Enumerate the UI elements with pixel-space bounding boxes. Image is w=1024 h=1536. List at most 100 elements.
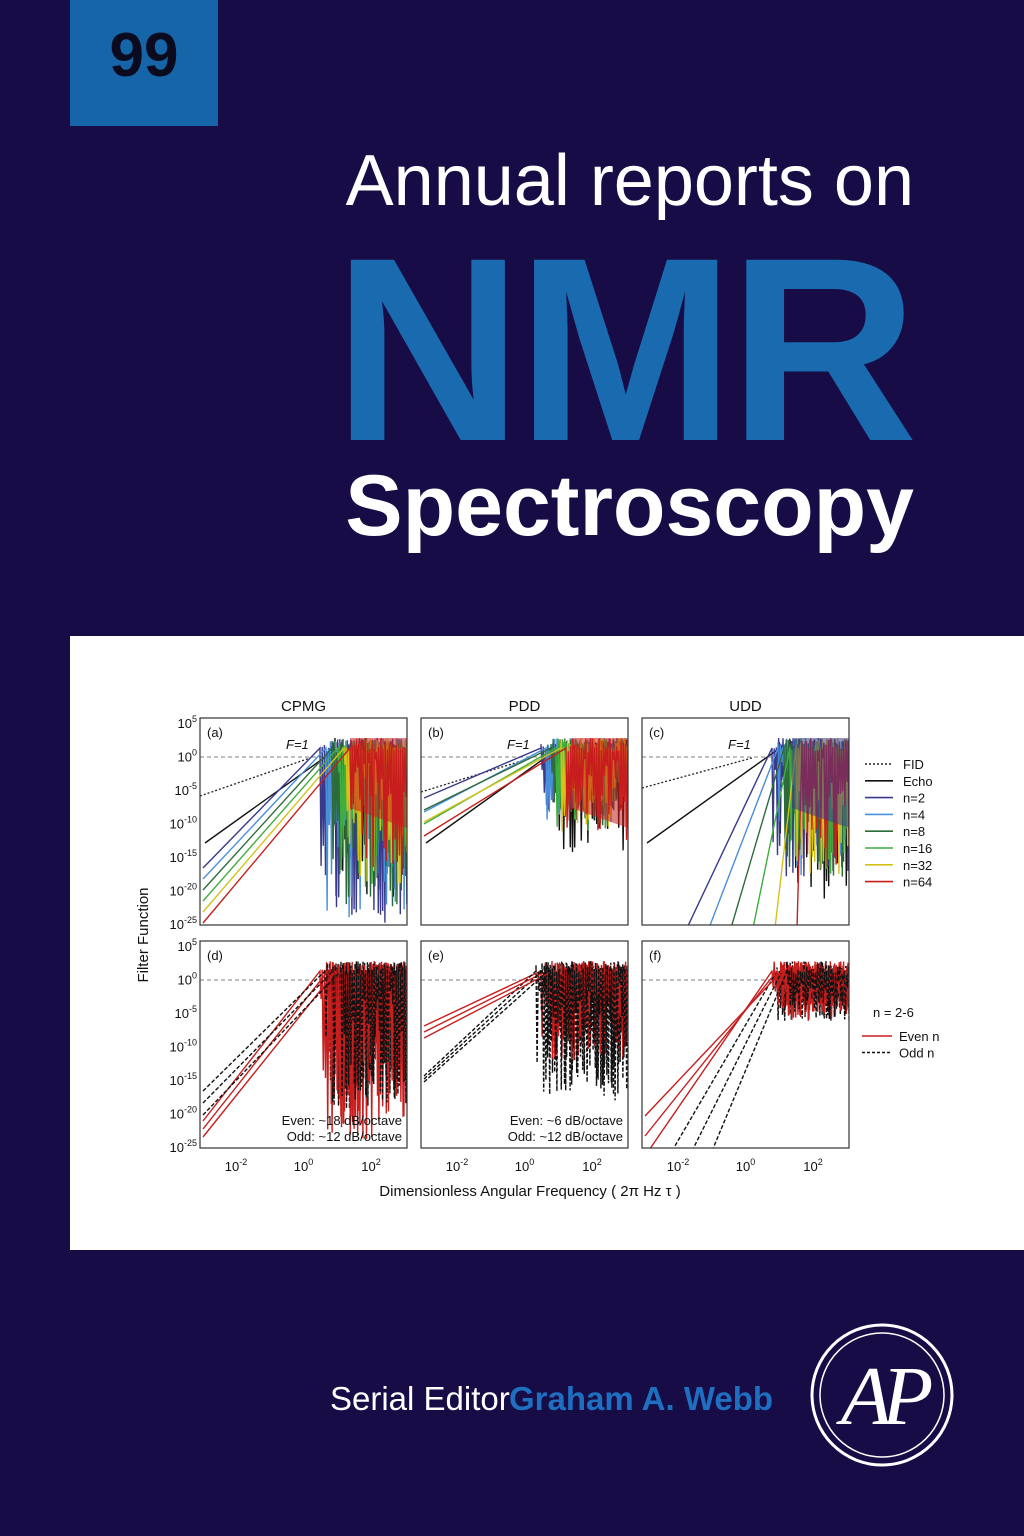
f1-label: F=1 bbox=[507, 737, 530, 752]
panel-label: (a) bbox=[207, 725, 223, 740]
x-tick-label-base: 10 bbox=[515, 1159, 529, 1174]
y-tick-label: 10-20 bbox=[170, 882, 197, 899]
fid-curve bbox=[642, 757, 753, 789]
title-line1: Annual reports on bbox=[346, 141, 914, 221]
panel-frame bbox=[420, 717, 629, 926]
logo-ring-inner bbox=[819, 1332, 945, 1458]
panel-frame bbox=[199, 717, 408, 926]
filter-curve bbox=[202, 961, 407, 1116]
legend-label: Odd n bbox=[899, 1046, 934, 1061]
f1-label: F=1 bbox=[286, 737, 309, 752]
x-tick-label-exp: 0 bbox=[750, 1157, 755, 1167]
logo-ring bbox=[810, 1323, 954, 1467]
x-tick-label: 10-2 bbox=[225, 1157, 247, 1174]
x-axis-label: Dimensionless Angular Frequency ( 2π Hz … bbox=[379, 1183, 680, 1200]
y-tick-label: 10-5 bbox=[175, 781, 197, 798]
y-tick-label-base: 10 bbox=[178, 750, 192, 765]
column-title: UDD bbox=[729, 698, 762, 715]
x-tick-label-base: 10 bbox=[361, 1159, 375, 1174]
legend-label: FID bbox=[903, 757, 924, 772]
y-tick-label: 100 bbox=[178, 748, 197, 765]
fill-noise bbox=[792, 738, 849, 828]
panel-note: Even: ~6 dB/octave bbox=[510, 1113, 623, 1128]
panel-note: Even: ~18 dB/octave bbox=[282, 1113, 402, 1128]
panel-curves bbox=[200, 737, 407, 924]
fill-noise bbox=[571, 738, 628, 828]
title-line2: NMR bbox=[333, 203, 913, 496]
x-tick-label-exp: -2 bbox=[460, 1157, 468, 1167]
fid-curve bbox=[200, 757, 311, 797]
y-tick-label-exp: -20 bbox=[184, 1105, 197, 1115]
y-tick-label-base: 10 bbox=[170, 917, 184, 932]
legend-title: n = 2-6 bbox=[873, 1005, 914, 1020]
y-tick-label: 100 bbox=[178, 971, 197, 988]
y-tick-label-exp: 0 bbox=[192, 748, 197, 758]
y-tick-label: 10-20 bbox=[170, 1105, 197, 1122]
y-tick-label-exp: -5 bbox=[189, 1004, 197, 1014]
panel-note: Odd: ~12 dB/octave bbox=[287, 1129, 402, 1144]
y-tick-label-base: 10 bbox=[170, 884, 184, 899]
filter-curve bbox=[712, 961, 849, 1148]
y-tick-label-exp: -10 bbox=[184, 815, 197, 825]
x-tick-label-base: 10 bbox=[667, 1159, 681, 1174]
panel-label: (f) bbox=[649, 948, 661, 963]
y-tick-label-base: 10 bbox=[178, 973, 192, 988]
title-line3: Spectroscopy bbox=[345, 458, 914, 554]
filter-curve bbox=[423, 961, 628, 1101]
editor-label: Serial Editor bbox=[330, 1380, 510, 1417]
legend-label: n=64 bbox=[903, 875, 932, 890]
legend-label: n=8 bbox=[903, 824, 925, 839]
panel-frame bbox=[199, 940, 408, 1149]
x-tick-label: 10-2 bbox=[446, 1157, 468, 1174]
y-tick-label-exp: 5 bbox=[192, 937, 197, 947]
panel-curves bbox=[200, 960, 407, 1140]
y-tick-label-base: 10 bbox=[170, 1073, 184, 1088]
y-tick-label: 105 bbox=[178, 937, 197, 954]
panel-curves bbox=[642, 961, 849, 1148]
y-tick-label-base: 10 bbox=[170, 850, 184, 865]
x-tick-label-exp: 2 bbox=[818, 1157, 823, 1167]
y-tick-label-base: 10 bbox=[170, 817, 184, 832]
y-tick-label-base: 10 bbox=[170, 1140, 184, 1155]
panel-frame bbox=[641, 940, 850, 1149]
x-tick-label: 102 bbox=[803, 1157, 822, 1174]
x-tick-label-exp: 2 bbox=[597, 1157, 602, 1167]
panel-note: Odd: ~12 dB/octave bbox=[508, 1129, 623, 1144]
legend-label: Even n bbox=[899, 1029, 939, 1044]
panel-label: (d) bbox=[207, 948, 223, 963]
panel-frame bbox=[420, 940, 629, 1149]
legend-label: n=4 bbox=[903, 807, 925, 822]
legend-label: n=16 bbox=[903, 841, 932, 856]
panel-frame bbox=[641, 717, 850, 926]
x-tick-label-exp: -2 bbox=[681, 1157, 689, 1167]
y-tick-label-base: 10 bbox=[175, 783, 189, 798]
legend-label: Echo bbox=[903, 774, 933, 789]
y-tick-label-exp: -15 bbox=[184, 1071, 197, 1081]
x-tick-label-exp: 2 bbox=[376, 1157, 381, 1167]
y-tick-label: 10-5 bbox=[175, 1004, 197, 1021]
y-tick-label: 10-25 bbox=[170, 915, 197, 932]
x-tick-label: 100 bbox=[515, 1157, 534, 1174]
y-tick-label: 10-15 bbox=[170, 1071, 197, 1088]
y-tick-label-base: 10 bbox=[175, 1006, 189, 1021]
y-tick-label-exp: 0 bbox=[192, 971, 197, 981]
x-tick-label-base: 10 bbox=[582, 1159, 596, 1174]
fill-noise bbox=[350, 738, 407, 828]
figure: CPMG PDD UDD(a)F=110510010-510-1010-1510-2… bbox=[135, 698, 939, 1200]
y-tick-label-exp: -20 bbox=[184, 882, 197, 892]
x-tick-label-exp: -2 bbox=[239, 1157, 247, 1167]
x-tick-label-base: 10 bbox=[446, 1159, 460, 1174]
column-title: CPMG bbox=[281, 698, 326, 715]
logo: AP bbox=[836, 1350, 932, 1443]
panel-label: (e) bbox=[428, 948, 444, 963]
column-title: PDD bbox=[509, 698, 541, 715]
f1-label: F=1 bbox=[728, 737, 751, 752]
y-tick-label: 10-15 bbox=[170, 848, 197, 865]
x-tick-label-exp: 0 bbox=[529, 1157, 534, 1167]
legend-label: n=2 bbox=[903, 791, 925, 806]
y-tick-label-base: 10 bbox=[170, 1040, 184, 1055]
x-tick-label-base: 10 bbox=[736, 1159, 750, 1174]
volume-number: 99 bbox=[110, 21, 179, 90]
